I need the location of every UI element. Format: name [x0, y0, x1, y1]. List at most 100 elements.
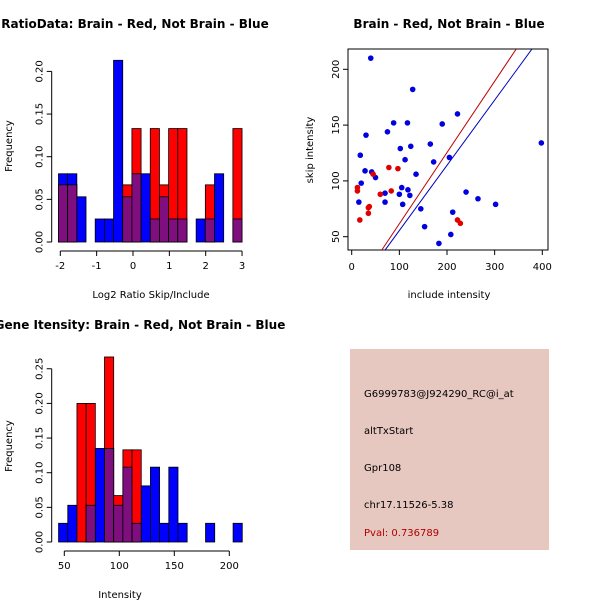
- scatter-y-tick-label: 200: [331, 60, 342, 79]
- hist2-bar-not-brain: [150, 466, 161, 543]
- scatter-point-not-brain: [417, 206, 424, 212]
- hist1-bar-overlap: [67, 184, 78, 243]
- hist2-x-tick-label: 50: [58, 561, 71, 572]
- scatter-fit-line: [381, 49, 517, 250]
- hist1-bar-not-brain: [140, 173, 151, 243]
- scatter-point-brain: [357, 217, 363, 223]
- scatter-point-not-brain: [384, 128, 391, 135]
- hist1-y-tick-label: 0.05: [35, 188, 46, 210]
- hist2-bar-not-brain: [232, 522, 243, 543]
- genomic-location: chr17.11526-5.38: [364, 500, 454, 511]
- hist1-bar-overlap: [177, 218, 188, 243]
- hist1-bar-overlap: [122, 196, 133, 243]
- hist1-bar-overlap: [204, 218, 215, 243]
- hist2-bar-not-brain: [168, 466, 179, 543]
- hist2-bar-brain: [76, 402, 87, 543]
- hist1-bar-not-brain: [214, 173, 225, 243]
- hist1-bar-overlap: [168, 218, 179, 243]
- hist2-bar-not-brain: [140, 485, 151, 543]
- scatter-plot: 50 100 150 200 0 100 200 300 400: [331, 48, 552, 273]
- hist2-bar-overlap: [122, 466, 133, 543]
- scatter-x-tick-label: 0: [349, 262, 355, 273]
- scatter-x-tick-label: 400: [533, 262, 552, 273]
- scatter-point-not-brain: [362, 168, 368, 174]
- hist1-bar-overlap: [232, 218, 243, 243]
- hist1-bar-not-brain: [76, 196, 87, 243]
- scatter-point-not-brain: [357, 152, 364, 159]
- hist1-plot: 0.00 0.05 0.10 0.15 0.20 -2 -1 0 1 2 3: [35, 59, 245, 272]
- hist1-bar-overlap: [131, 173, 142, 243]
- scatter-point-not-brain: [397, 145, 404, 152]
- hist2-bar-overlap: [131, 522, 142, 543]
- scatter-title: Brain - Red, Not Brain - Blue: [353, 17, 544, 31]
- hist2-x-tick-label: 100: [110, 561, 129, 572]
- scatter-point-not-brain: [390, 120, 397, 126]
- hist1-title: RatioData: Brain - Red, Not Brain - Blue: [1, 17, 268, 31]
- scatter-point-not-brain: [409, 86, 416, 93]
- hist1-y-tick-label: 0.00: [35, 231, 46, 253]
- scatter-x-tick-label: 200: [437, 262, 456, 273]
- hist2-bar-not-brain: [177, 522, 188, 543]
- hist1-xlabel: Log2 Ratio Skip/Include: [92, 290, 209, 301]
- scatter-point-not-brain: [436, 240, 442, 247]
- scatter-y-tick-label: 50: [331, 230, 342, 243]
- hist1-x-tick-label: -2: [55, 261, 65, 272]
- scatter-point-not-brain: [427, 141, 434, 147]
- hist2-y-tick-label: 0.00: [35, 531, 46, 553]
- hist2-bar-overlap: [85, 504, 96, 543]
- scatter-point-not-brain: [407, 192, 413, 199]
- scatter-point-not-brain: [413, 171, 419, 178]
- scatter-point-brain: [395, 165, 401, 172]
- hist2-title: Gene Itensity: Brain - Red, Not Brain - …: [0, 318, 285, 332]
- hist1-y-tick-label: 0.10: [35, 146, 46, 168]
- scatter-point-not-brain: [382, 190, 388, 196]
- scatter-y-tick-label: 150: [331, 116, 342, 135]
- hist1-bar-overlap: [149, 218, 160, 243]
- hist2-bar-not-brain: [205, 522, 216, 543]
- hist2-y-tick-label: 0.20: [35, 392, 46, 414]
- scatter-fit-line: [384, 49, 533, 250]
- hist2-bar-not-brain: [94, 448, 105, 543]
- scatter-point-not-brain: [405, 187, 411, 193]
- hist1-bar-not-brain: [195, 218, 206, 243]
- scatter-point-not-brain: [358, 180, 365, 186]
- hist1-x-tick-label: 2: [203, 261, 209, 272]
- scatter-point-not-brain: [449, 209, 456, 215]
- scatter-point-not-brain: [463, 189, 469, 195]
- event-type: altTxStart: [364, 426, 413, 437]
- scatter-point-not-brain: [492, 201, 499, 208]
- hist2-plot: 0.00 0.05 0.10 0.15 0.20 0.25 50 100 150 200: [35, 356, 243, 572]
- scatter-point-brain: [365, 210, 372, 217]
- scatter-point-brain: [457, 220, 464, 227]
- hist1-bar-not-brain: [113, 59, 124, 243]
- scatter-point-not-brain: [363, 132, 369, 138]
- scatter-point-not-brain: [402, 156, 408, 163]
- hist1-ylabel: Frequency: [4, 120, 15, 172]
- scatter-point-not-brain: [538, 140, 545, 146]
- hist2-bar-not-brain: [67, 504, 78, 543]
- hist2-y-tick-label: 0.10: [35, 462, 46, 484]
- scatter-point-not-brain: [475, 195, 481, 202]
- scatter-point-brain: [354, 188, 361, 194]
- hist2-bar-not-brain: [58, 522, 69, 543]
- hist2-bar-overlap: [104, 448, 115, 543]
- scatter-point-not-brain: [404, 120, 411, 126]
- hist1-bar-not-brain: [94, 218, 105, 243]
- hist2-ylabel: Frequency: [4, 420, 15, 472]
- hist1-bar-overlap: [159, 196, 170, 243]
- hist1-y-tick-label: 0.20: [35, 60, 46, 82]
- scatter-point-not-brain: [421, 223, 428, 230]
- hist2-y-tick-label: 0.25: [35, 358, 46, 380]
- scatter-x-tick-label: 300: [485, 262, 504, 273]
- scatter-point-brain: [377, 191, 384, 198]
- scatter-point-not-brain: [399, 201, 406, 208]
- hist1-x-tick-label: 1: [166, 261, 172, 272]
- scatter-ylabel: skip intensity: [305, 117, 316, 184]
- gene-name: Gpr108: [364, 463, 401, 474]
- scatter-point-not-brain: [382, 199, 388, 205]
- hist2-x-tick-label: 200: [220, 561, 239, 572]
- scatter-point-not-brain: [396, 191, 403, 198]
- pval: Pval: 0.736789: [364, 528, 439, 539]
